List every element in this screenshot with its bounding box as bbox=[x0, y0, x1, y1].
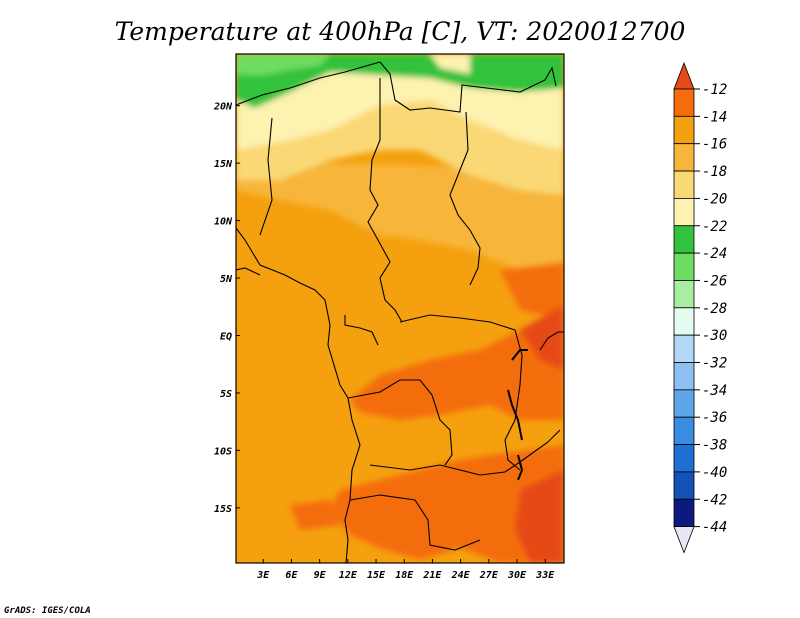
colorbar-box bbox=[673, 170, 695, 199]
colorbar-label: -20 bbox=[702, 191, 727, 207]
x-tick-label: 3E bbox=[256, 570, 270, 581]
colorbar-label: -22 bbox=[702, 219, 727, 235]
y-tick-label: 15S bbox=[214, 504, 232, 515]
colorbar-extend-bottom bbox=[673, 526, 695, 554]
x-tick-label: 12E bbox=[339, 570, 358, 581]
colorbar-box bbox=[673, 307, 695, 336]
y-tick-label: 15N bbox=[214, 159, 233, 170]
colorbar-box bbox=[673, 88, 695, 117]
colorbar-label: -36 bbox=[702, 410, 727, 426]
colorbar-label: -18 bbox=[702, 164, 727, 180]
colorbar-label: -42 bbox=[702, 492, 727, 508]
colorbar-box bbox=[673, 471, 695, 500]
y-tick-label: 20N bbox=[213, 102, 233, 113]
colorbar-label: -24 bbox=[702, 246, 727, 262]
colorbar-box bbox=[673, 115, 695, 145]
colorbar-box bbox=[673, 362, 695, 391]
lakes bbox=[507, 349, 528, 481]
temperature-map bbox=[236, 54, 564, 563]
colorbar-box bbox=[673, 334, 695, 363]
colorbar-label: -44 bbox=[702, 520, 727, 536]
colorbar-label: -28 bbox=[702, 301, 727, 317]
y-tick-label: 10N bbox=[214, 217, 233, 228]
x-axis: 3E 6E 9E 12E 15E 18E 21E 24E 27E 30E 33E bbox=[256, 559, 555, 581]
y-tick-label: 5S bbox=[220, 389, 232, 400]
colorbar-label: -38 bbox=[702, 438, 727, 454]
y-tick-label: EQ bbox=[220, 332, 232, 343]
x-tick-label: 33E bbox=[535, 570, 555, 581]
colorbar-label: -30 bbox=[702, 328, 727, 344]
y-tick-label: 5N bbox=[220, 274, 233, 285]
x-tick-label: 30E bbox=[507, 570, 527, 581]
colorbar-box bbox=[673, 389, 695, 418]
colorbar-box bbox=[673, 252, 695, 281]
colorbar-box bbox=[673, 143, 695, 172]
chart-title: Temperature at 400hPa [C], VT: 202001270… bbox=[115, 17, 686, 46]
colorbar-extend-top bbox=[673, 61, 695, 90]
map-frame bbox=[235, 53, 565, 564]
country-borders bbox=[236, 61, 564, 563]
x-tick-label: 18E bbox=[395, 570, 414, 581]
x-tick-label: 15E bbox=[367, 570, 386, 581]
colorbar-label: -16 bbox=[702, 137, 727, 153]
colorbar-box bbox=[673, 225, 695, 254]
colorbar-label: -26 bbox=[702, 273, 727, 289]
colorbar-label: -14 bbox=[702, 109, 727, 125]
x-tick-label: 21E bbox=[422, 570, 442, 581]
grads-credit: GrADS: IGES/COLA bbox=[4, 606, 91, 616]
colorbar-label: -12 bbox=[702, 82, 727, 98]
y-tick-label: 10S bbox=[214, 446, 232, 457]
colorbar-box bbox=[673, 444, 695, 473]
x-tick-label: 6E bbox=[285, 570, 298, 581]
colorbar-box bbox=[673, 197, 695, 227]
colorbar-label: -34 bbox=[702, 383, 727, 399]
x-tick-label: 24E bbox=[451, 570, 471, 581]
colorbar-box bbox=[673, 280, 695, 309]
colorbar: -12 -14 -16 -18 -20 -22 -24 -26 -28 -30 -32 -34 -36 -… bbox=[673, 61, 727, 554]
x-tick-label: 9E bbox=[314, 570, 327, 581]
colorbar-label: -32 bbox=[702, 356, 727, 372]
y-axis: 20N 15N 10N 5N EQ 5S 10S 15S bbox=[213, 102, 240, 515]
colorbar-label: -40 bbox=[702, 465, 727, 481]
map-shading bbox=[236, 54, 564, 563]
x-tick-label: 27E bbox=[479, 570, 499, 581]
colorbar-box bbox=[673, 498, 695, 528]
colorbar-box bbox=[673, 416, 695, 445]
